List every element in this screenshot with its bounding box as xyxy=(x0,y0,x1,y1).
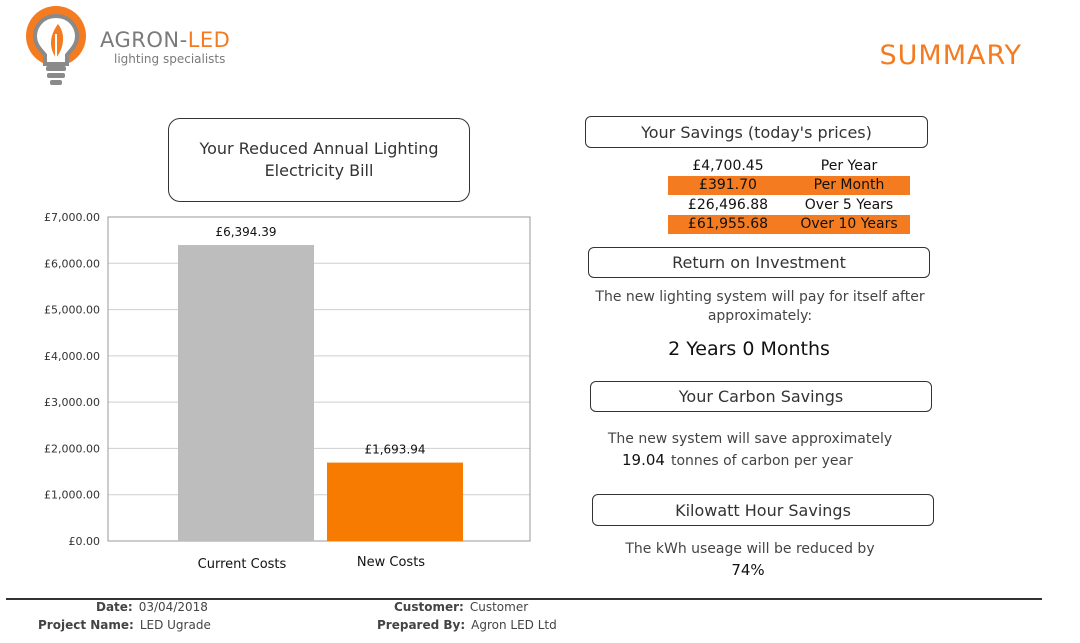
savings-row: £61,955.68 Over 10 Years xyxy=(668,214,910,234)
y-tick-label: £5,000.00 xyxy=(44,304,100,317)
y-tick-label: £0.00 xyxy=(69,535,101,548)
x-category-label: Current Costs xyxy=(198,557,287,572)
savings-period: Over 5 Years xyxy=(804,196,894,213)
date-label: Date: xyxy=(96,600,133,614)
savings-amount: £61,955.68 xyxy=(687,216,769,233)
bar xyxy=(327,462,463,541)
brand-name: AGRON-LED xyxy=(100,28,231,52)
footer-divider xyxy=(6,598,1042,600)
bar-value-label: £6,394.39 xyxy=(215,225,276,239)
roi-description: The new lighting system will pay for its… xyxy=(595,289,925,324)
prepared-label: Prepared By: xyxy=(377,618,466,632)
y-tick-label: £1,000.00 xyxy=(44,489,100,502)
footer-date: Date: 03/04/2018 xyxy=(96,600,208,614)
plot-frame xyxy=(107,216,531,542)
savings-row: £4,700.45 Per Year xyxy=(668,156,910,176)
carbon-value: 19.04 xyxy=(622,451,665,469)
carbon-amount: 19.04 tonnes of carbon per year xyxy=(622,451,853,469)
customer-label: Customer: xyxy=(394,600,464,614)
savings-row: £26,496.88 Over 5 Years xyxy=(668,195,910,215)
prepared-value: Agron LED Ltd xyxy=(471,618,557,632)
roi-value: 2 Years 0 Months xyxy=(668,338,830,360)
carbon-unit: tonnes of carbon per year xyxy=(670,453,853,469)
company-logo: AGRON-LED lighting specialists xyxy=(22,4,252,88)
y-tick-label: £4,000.00 xyxy=(44,350,100,363)
brand-tagline: lighting specialists xyxy=(114,52,226,66)
kwh-heading: Kilowatt Hour Savings xyxy=(592,494,934,526)
savings-amount: £4,700.45 xyxy=(692,157,764,174)
y-tick-label: £2,000.00 xyxy=(44,442,100,455)
savings-heading: Your Savings (today's prices) xyxy=(585,116,928,148)
savings-amount: £26,496.88 xyxy=(687,196,769,213)
project-label: Project Name: xyxy=(38,618,134,632)
cost-bar-chart: £0.00 £1,000.00 £2,000.00 £3,000.00 £4,000.0… xyxy=(44,211,531,572)
savings-period: Per Year xyxy=(820,157,878,174)
date-value: 03/04/2018 xyxy=(138,600,208,614)
savings-period: Per Month xyxy=(813,177,885,194)
carbon-heading: Your Carbon Savings xyxy=(590,381,932,412)
y-tick-label: £7,000.00 xyxy=(44,211,100,224)
project-value: LED Ugrade xyxy=(139,618,211,632)
lightbulb-leaf-icon xyxy=(26,6,86,85)
y-tick-label: £6,000.00 xyxy=(44,257,100,270)
savings-period: Over 10 Years xyxy=(800,216,898,233)
x-category-label: New Costs xyxy=(357,555,425,570)
savings-amount: £391.70 xyxy=(699,177,757,194)
footer-project: Project Name: LED Ugrade xyxy=(38,618,211,632)
savings-row: £391.70 Per Month xyxy=(668,175,910,195)
y-tick-label: £3,000.00 xyxy=(44,396,100,409)
carbon-description: The new system will save approximately xyxy=(607,431,893,447)
kwh-description: The kWh useage will be reduced by xyxy=(625,541,875,557)
roi-heading: Return on Investment xyxy=(588,247,930,278)
bar-value-label: £1,693.94 xyxy=(364,443,425,457)
customer-value: Customer xyxy=(469,600,529,614)
footer-customer: Customer: Customer xyxy=(394,600,528,614)
savings-table: £4,700.45 Per Year £391.70 Per Month £26,496… xyxy=(668,156,910,234)
kwh-value: 74% xyxy=(731,561,765,579)
footer-prepared-by: Prepared By: Agron LED Ltd xyxy=(377,618,557,632)
page-title: SUMMARY xyxy=(879,40,1022,71)
bar xyxy=(178,245,314,541)
chart-title: Your Reduced Annual Lighting Electricity… xyxy=(168,118,470,202)
